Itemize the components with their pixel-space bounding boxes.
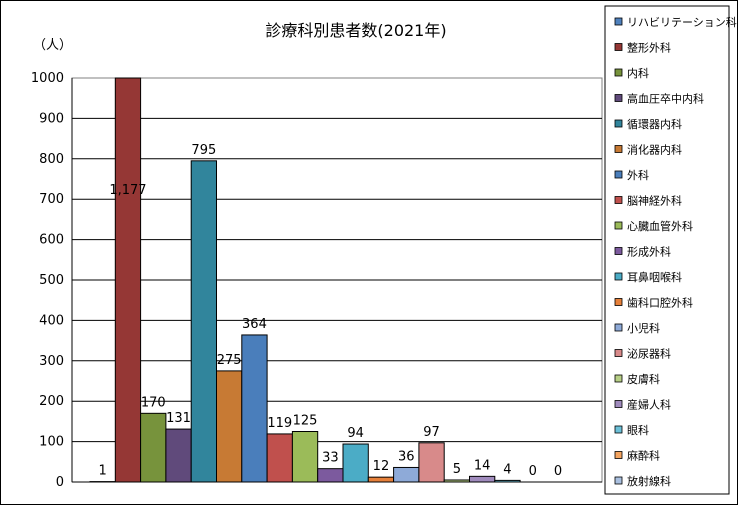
legend-label: 小児科 xyxy=(627,321,660,335)
legend-label: 産婦人科 xyxy=(627,398,671,412)
y-tick-label: 900 xyxy=(39,111,64,126)
bar xyxy=(141,413,166,482)
legend-label: 眼科 xyxy=(627,423,649,437)
legend-swatch xyxy=(615,222,622,229)
y-tick-label: 100 xyxy=(39,435,64,450)
y-tick-label: 700 xyxy=(39,192,64,207)
data-label: 33 xyxy=(322,451,339,466)
data-label: 94 xyxy=(347,426,364,441)
legend-label: 泌尿器科 xyxy=(627,347,671,361)
legend-label: リハビリテーション科 xyxy=(627,15,737,29)
chart-title: 診療科別患者数(2021年) xyxy=(265,21,446,40)
data-label: 125 xyxy=(293,414,318,429)
data-label: 4 xyxy=(503,462,511,477)
bar xyxy=(166,429,191,482)
data-label: 1 xyxy=(99,464,107,479)
y-tick-label: 300 xyxy=(39,354,64,369)
y-axis-ticks: 0 100 200 300 400 500 600 700 800 900 1000 xyxy=(31,71,64,490)
bar xyxy=(419,443,444,482)
legend-label: 高血圧卒中内科 xyxy=(627,92,704,106)
legend-swatch xyxy=(615,477,622,484)
legend-swatch xyxy=(615,273,622,280)
bar xyxy=(242,335,267,482)
data-label: 170 xyxy=(141,395,166,410)
legend-swatch xyxy=(615,18,622,25)
y-tick-label: 1000 xyxy=(31,71,64,86)
y-tick-label: 500 xyxy=(39,273,64,288)
legend-swatch xyxy=(615,44,622,51)
legend-swatch xyxy=(615,69,622,76)
legend-swatch xyxy=(615,324,622,331)
legend-label: 形成外科 xyxy=(627,245,671,259)
data-label: 14 xyxy=(474,458,491,473)
legend-swatch xyxy=(615,401,622,408)
legend-swatch xyxy=(615,426,622,433)
legend-label: 放射線科 xyxy=(627,474,671,488)
legend-label: 麻酔科 xyxy=(627,449,660,463)
bar xyxy=(444,480,469,482)
legend-label: 脳神経外科 xyxy=(627,194,682,208)
bar xyxy=(470,476,495,482)
data-label: 119 xyxy=(267,416,292,431)
legend-swatch xyxy=(615,197,622,204)
data-label: 0 xyxy=(554,464,562,479)
legend-label: 循環器内科 xyxy=(627,117,682,131)
legend-swatch xyxy=(615,171,622,178)
y-tick-label: 200 xyxy=(39,394,64,409)
data-label: 36 xyxy=(398,449,415,464)
legend-label: 心臓血管外科 xyxy=(627,219,693,233)
bar xyxy=(495,480,520,482)
data-label: 1,177 xyxy=(109,183,146,198)
data-label: 131 xyxy=(166,411,191,426)
legend-swatch xyxy=(615,350,622,357)
data-label: 0 xyxy=(529,464,537,479)
y-tick-label: 600 xyxy=(39,233,64,248)
bar xyxy=(191,161,216,482)
legend-label: 外科 xyxy=(627,168,649,182)
bar xyxy=(394,467,419,482)
legend-swatch xyxy=(615,248,622,255)
legend-swatch xyxy=(615,120,622,127)
data-label: 97 xyxy=(423,425,440,440)
legend-swatch xyxy=(615,95,622,102)
y-tick-label: 800 xyxy=(39,152,64,167)
data-label: 12 xyxy=(373,459,390,474)
bar xyxy=(318,469,343,482)
legend-swatch xyxy=(615,452,622,459)
bar xyxy=(292,432,317,483)
legend-swatch xyxy=(615,146,622,153)
y-axis-unit-label: （人） xyxy=(33,38,72,53)
legend-label: 内科 xyxy=(627,66,649,80)
y-tick-label: 0 xyxy=(56,475,64,490)
bar xyxy=(368,477,393,482)
legend-label: 皮膚科 xyxy=(627,372,660,386)
bar xyxy=(343,444,368,482)
data-label: 795 xyxy=(191,143,216,158)
legend-label: 消化器内科 xyxy=(627,143,682,157)
legend-label: 歯科口腔外科 xyxy=(627,296,693,310)
legend-swatch xyxy=(615,375,622,382)
data-label: 364 xyxy=(242,317,267,332)
data-label: 275 xyxy=(217,353,242,368)
legend-swatch xyxy=(615,299,622,306)
bar xyxy=(217,371,242,482)
data-label: 5 xyxy=(453,462,461,477)
bar xyxy=(267,434,292,482)
legend-label: 整形外科 xyxy=(627,41,671,55)
legend-label: 耳鼻咽喉科 xyxy=(627,270,682,284)
bar xyxy=(115,78,140,482)
y-tick-label: 400 xyxy=(39,313,64,328)
